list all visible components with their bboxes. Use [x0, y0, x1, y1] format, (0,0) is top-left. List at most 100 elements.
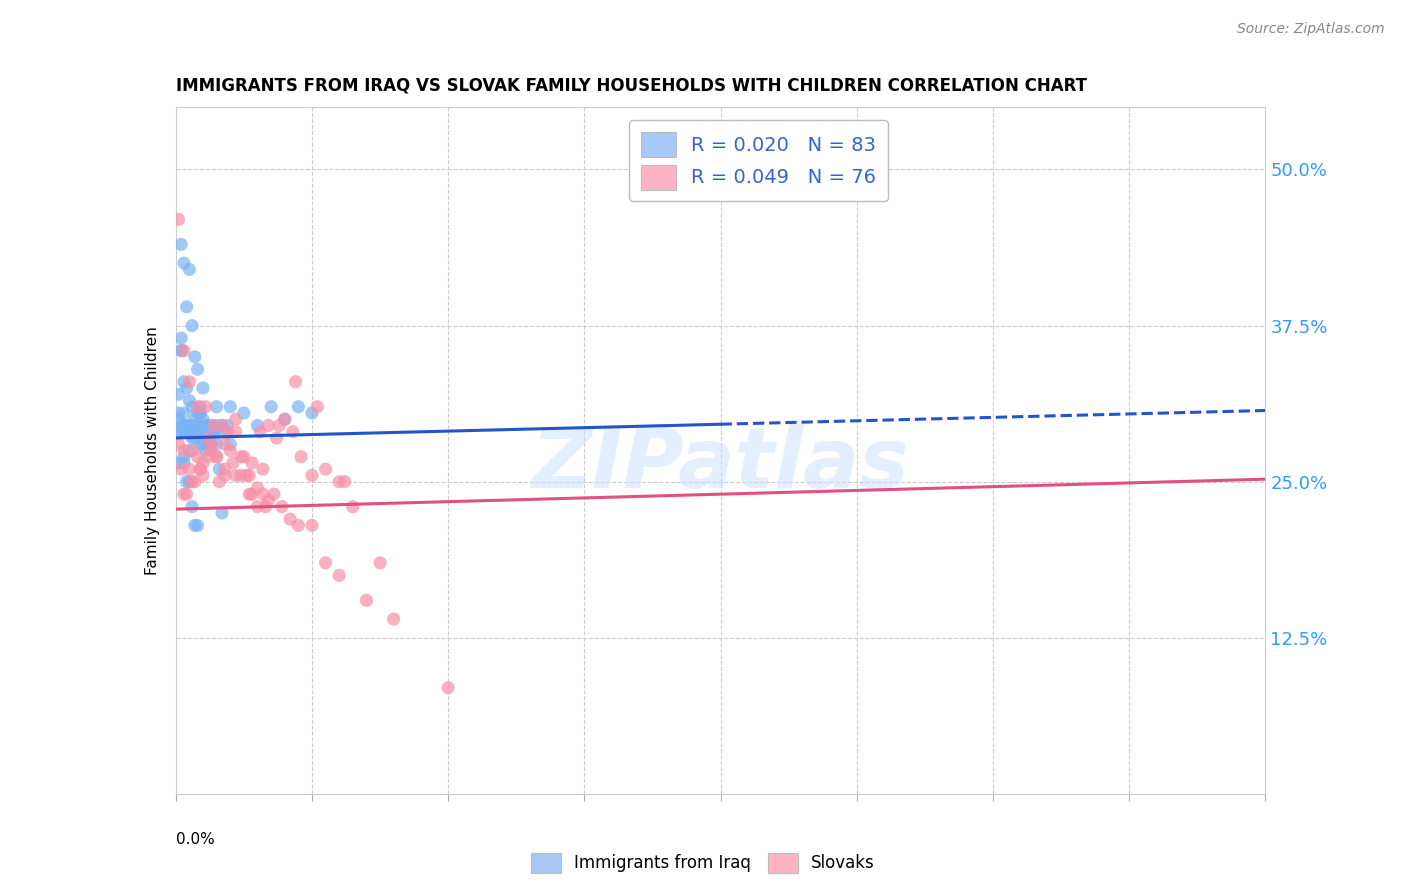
Point	[176, 487, 198, 501]
Point	[214, 462, 236, 476]
Point	[217, 418, 239, 433]
Point	[181, 400, 204, 414]
Point	[179, 393, 201, 408]
Point	[260, 400, 283, 414]
Point	[208, 462, 231, 476]
Point	[382, 612, 405, 626]
Point	[238, 487, 260, 501]
Point	[238, 468, 260, 483]
Point	[232, 406, 254, 420]
Point	[179, 425, 201, 439]
Point	[186, 400, 209, 414]
Point	[173, 406, 195, 420]
Point	[232, 450, 254, 464]
Point	[170, 343, 193, 358]
Point	[328, 568, 350, 582]
Point	[181, 475, 204, 489]
Point	[170, 237, 193, 252]
Point	[200, 437, 222, 451]
Point	[173, 487, 195, 501]
Point	[274, 412, 297, 426]
Point	[328, 475, 350, 489]
Point	[246, 481, 269, 495]
Point	[202, 425, 225, 439]
Point	[173, 343, 195, 358]
Point	[173, 456, 195, 470]
Point	[200, 443, 222, 458]
Point	[278, 512, 301, 526]
Point	[170, 343, 193, 358]
Point	[179, 418, 201, 433]
Point	[184, 350, 207, 364]
Point	[173, 418, 195, 433]
Text: IMMIGRANTS FROM IRAQ VS SLOVAK FAMILY HOUSEHOLDS WITH CHILDREN CORRELATION CHART: IMMIGRANTS FROM IRAQ VS SLOVAK FAMILY HO…	[176, 77, 1087, 95]
Text: ZIPatlas: ZIPatlas	[531, 424, 910, 505]
Point	[290, 450, 312, 464]
Point	[252, 487, 274, 501]
Point	[179, 262, 201, 277]
Point	[170, 418, 193, 433]
Point	[186, 362, 209, 376]
Point	[219, 400, 242, 414]
Text: 0.0%: 0.0%	[176, 831, 215, 847]
Point	[173, 443, 195, 458]
Point	[188, 462, 211, 476]
Point	[194, 443, 217, 458]
Point	[179, 443, 201, 458]
Point	[167, 412, 190, 426]
Point	[184, 431, 207, 445]
Point	[181, 500, 204, 514]
Point	[173, 450, 195, 464]
Point	[176, 381, 198, 395]
Point	[186, 518, 209, 533]
Point	[179, 475, 201, 489]
Point	[281, 425, 304, 439]
Point	[235, 468, 257, 483]
Point	[191, 412, 214, 426]
Point	[287, 518, 309, 533]
Point	[307, 400, 329, 414]
Point	[342, 500, 364, 514]
Point	[176, 475, 198, 489]
Point	[176, 425, 198, 439]
Point	[191, 437, 214, 451]
Point	[200, 418, 222, 433]
Point	[257, 418, 280, 433]
Point	[231, 468, 253, 483]
Point	[173, 418, 195, 433]
Point	[271, 500, 294, 514]
Point	[167, 456, 190, 470]
Point	[231, 450, 253, 464]
Point	[208, 475, 231, 489]
Point	[181, 418, 204, 433]
Point	[437, 681, 460, 695]
Point	[211, 418, 233, 433]
Y-axis label: Family Households with Children: Family Households with Children	[145, 326, 160, 574]
Point	[287, 400, 309, 414]
Point	[269, 418, 291, 433]
Point	[186, 406, 209, 420]
Text: Source: ZipAtlas.com: Source: ZipAtlas.com	[1237, 22, 1385, 37]
Point	[191, 381, 214, 395]
Point	[176, 418, 198, 433]
Point	[301, 518, 323, 533]
Point	[200, 425, 222, 439]
Point	[263, 487, 285, 501]
Point	[170, 331, 193, 345]
Point	[194, 425, 217, 439]
Point	[197, 431, 219, 445]
Point	[219, 443, 242, 458]
Point	[167, 425, 190, 439]
Point	[197, 425, 219, 439]
Point	[173, 375, 195, 389]
Point	[181, 431, 204, 445]
Point	[200, 437, 222, 451]
Point	[191, 456, 214, 470]
Point	[173, 425, 195, 439]
Point	[211, 418, 233, 433]
Point	[257, 493, 280, 508]
Point	[186, 450, 209, 464]
Point	[202, 418, 225, 433]
Point	[315, 462, 337, 476]
Point	[176, 300, 198, 314]
